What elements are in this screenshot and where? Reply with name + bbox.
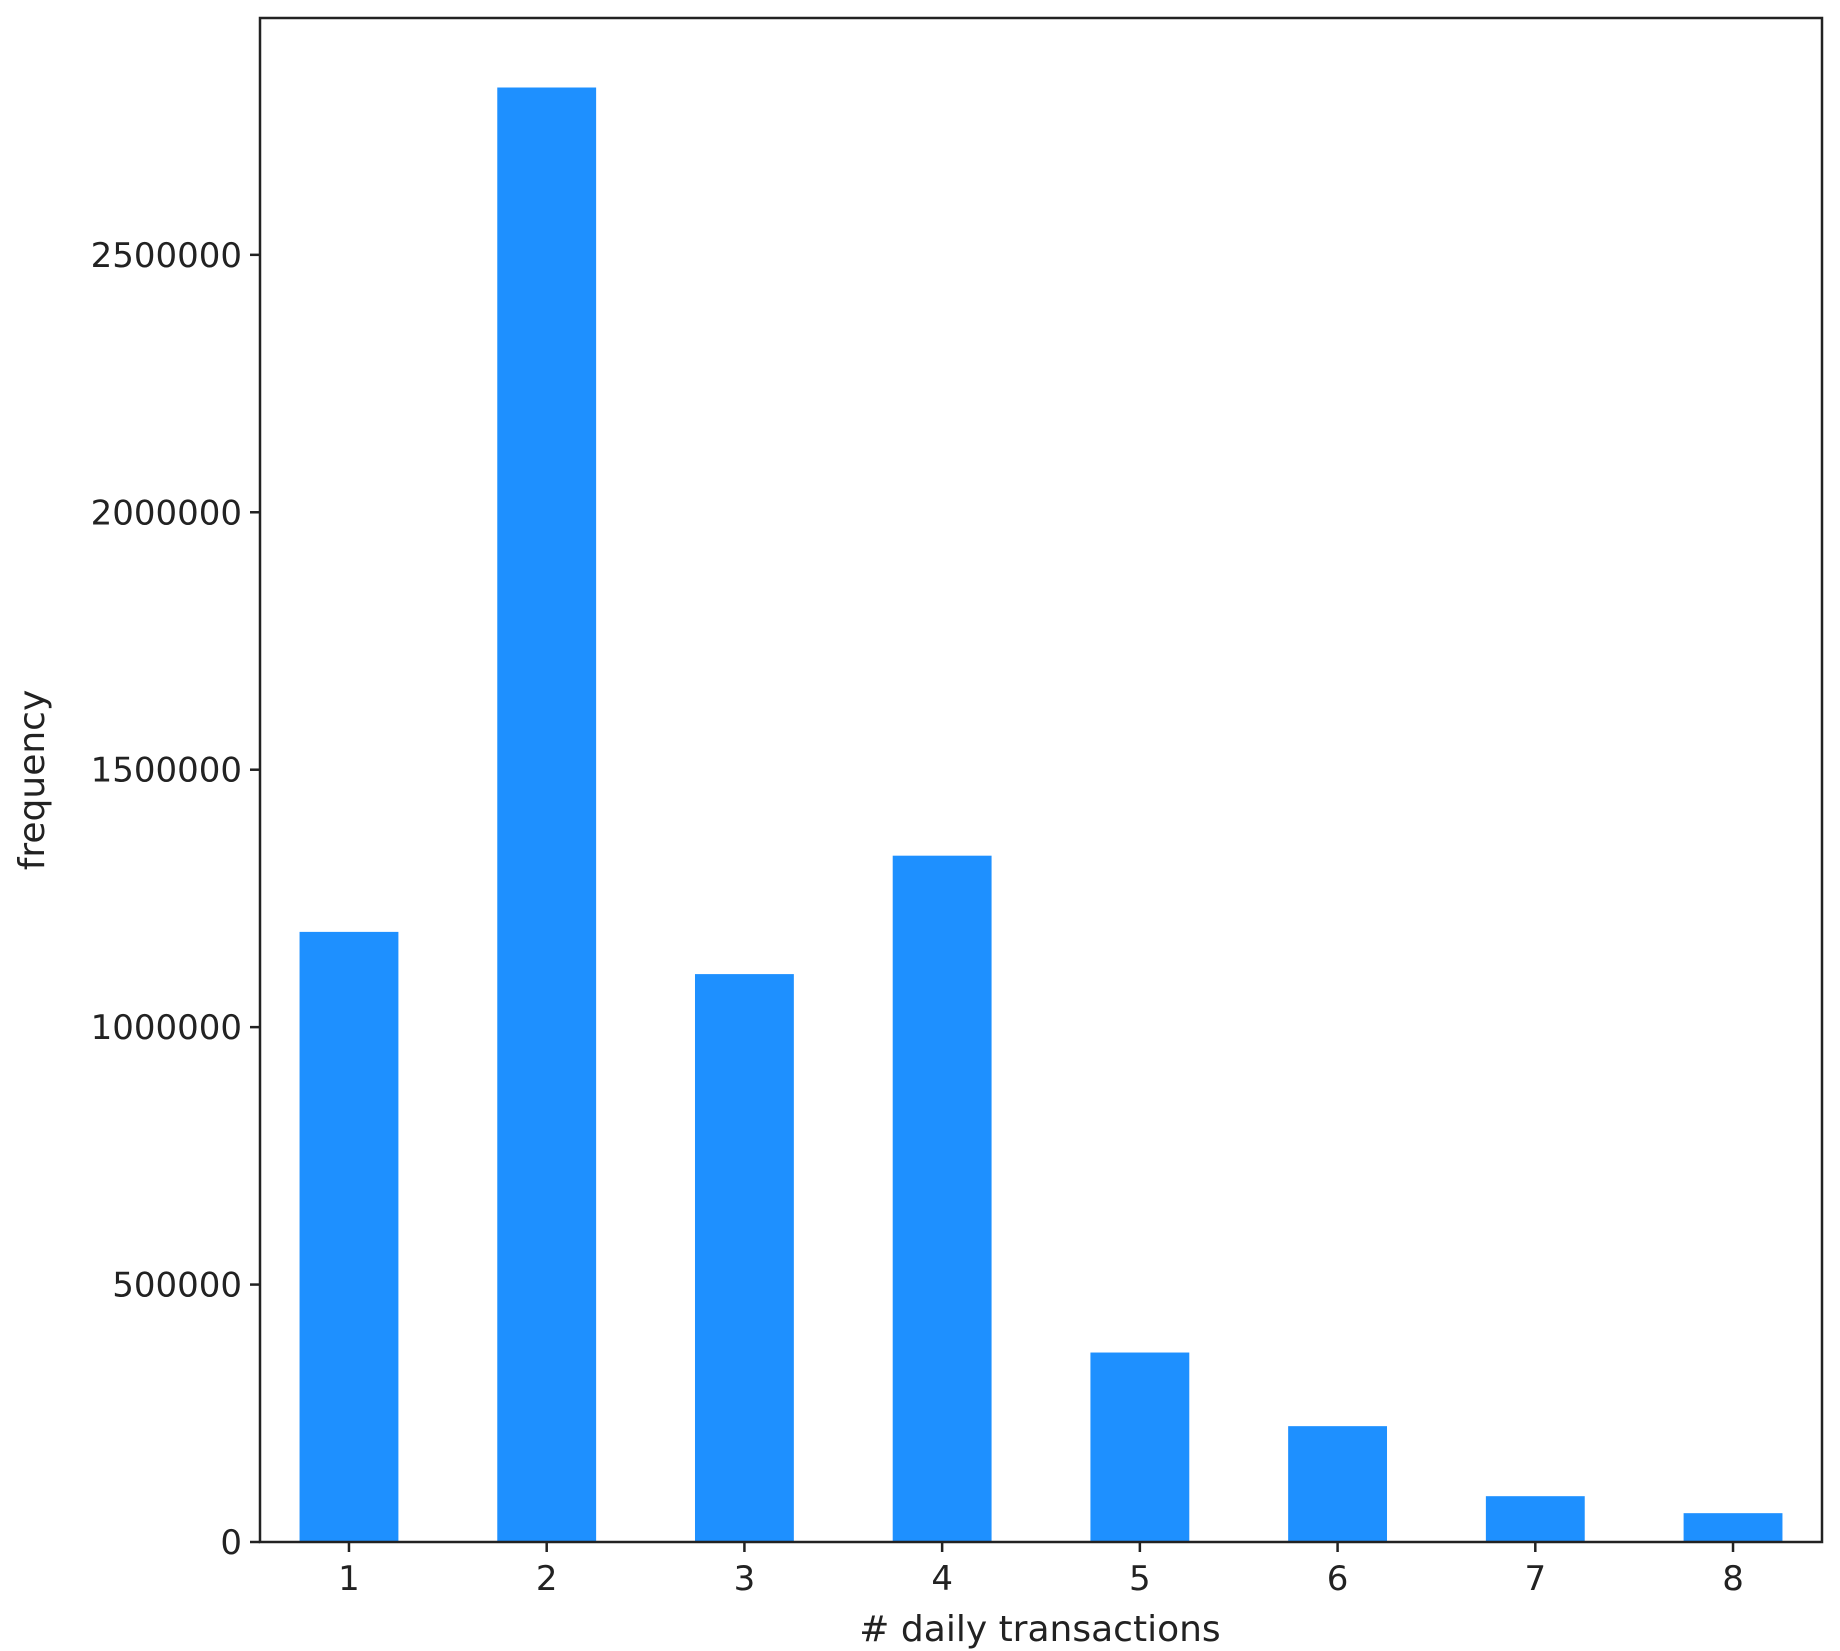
bar-5 — [1090, 1352, 1190, 1542]
x-tick-label-1: 1 — [338, 1559, 360, 1599]
x-tick-label-4: 4 — [931, 1559, 953, 1599]
x-tick-label-8: 8 — [1722, 1559, 1744, 1599]
y-axis: 0 500000 1000000 1500000 2000000 2500000 — [91, 236, 260, 1563]
bar-8 — [1683, 1513, 1783, 1542]
x-tick-label-2: 2 — [536, 1559, 558, 1599]
x-tick-label-5: 5 — [1129, 1559, 1151, 1599]
y-tick-label-2000000: 2000000 — [91, 493, 242, 533]
bar-4 — [892, 855, 992, 1542]
y-tick-label-0: 0 — [220, 1523, 242, 1563]
bar-2 — [497, 87, 597, 1543]
x-tick-label-3: 3 — [734, 1559, 756, 1599]
x-tick-label-7: 7 — [1524, 1559, 1546, 1599]
x-axis: 1 2 3 4 5 6 7 8 — [338, 1542, 1744, 1599]
y-tick-label-1000000: 1000000 — [91, 1008, 242, 1048]
x-axis-label: # daily transactions — [859, 1609, 1220, 1650]
bar-6 — [1288, 1426, 1388, 1542]
y-axis-label: frequency — [12, 690, 53, 871]
x-tick-label-6: 6 — [1327, 1559, 1349, 1599]
bars-group — [299, 87, 1783, 1543]
bar-3 — [694, 974, 794, 1542]
bar-7 — [1485, 1496, 1585, 1542]
y-tick-label-2500000: 2500000 — [91, 236, 242, 276]
bar-1 — [299, 931, 399, 1542]
y-tick-label-1500000: 1500000 — [91, 751, 242, 791]
y-tick-label-500000: 500000 — [112, 1266, 242, 1306]
plot-frame — [258, 16, 1824, 1544]
